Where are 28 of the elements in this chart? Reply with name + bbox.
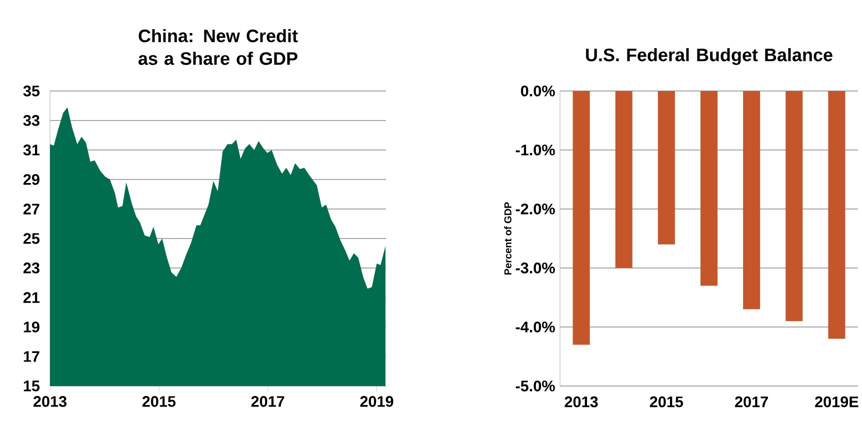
y-tick-label: -5.0% [516,380,555,392]
x-tick-label: 2017 [735,396,768,408]
y-tick-label: 27 [23,204,40,214]
y-tick-label: 35 [23,86,40,96]
y-tick-label: 23 [23,262,40,274]
x-tick-label: 2015 [650,396,684,408]
chart-title: U.S. Federal Budget Balance [586,48,832,65]
y-tick-label: -3.0% [516,262,555,274]
x-tick-label: 2017 [251,396,284,407]
y-tick-label: -1.0% [516,144,555,156]
y-tick-label: -2.0% [516,204,555,214]
y-axis-title: Percent of GDP [504,202,512,275]
x-tick-label: 2019E [815,396,858,408]
y-tick-label: 15 [24,380,40,392]
y-tick-label: 19 [24,322,40,332]
y-tick-label: 25 [23,233,40,244]
y-tick-label: 21 [23,292,40,303]
y-tick-label: 17 [24,351,40,362]
y-tick-label: 31 [23,144,40,156]
x-tick-label: 2019 [360,396,394,407]
x-tick-label: 2013 [33,396,66,407]
y-tick-label: 33 [23,115,40,126]
chart-title: China: New Credit as a Share of GDP [138,29,298,65]
y-tick-label: 0.0% [520,86,555,96]
y-tick-label: 29 [23,174,40,185]
y-tick-label: -4.0% [516,322,555,332]
x-tick-label: 2015 [142,396,176,407]
x-tick-label: 2013 [564,396,598,408]
